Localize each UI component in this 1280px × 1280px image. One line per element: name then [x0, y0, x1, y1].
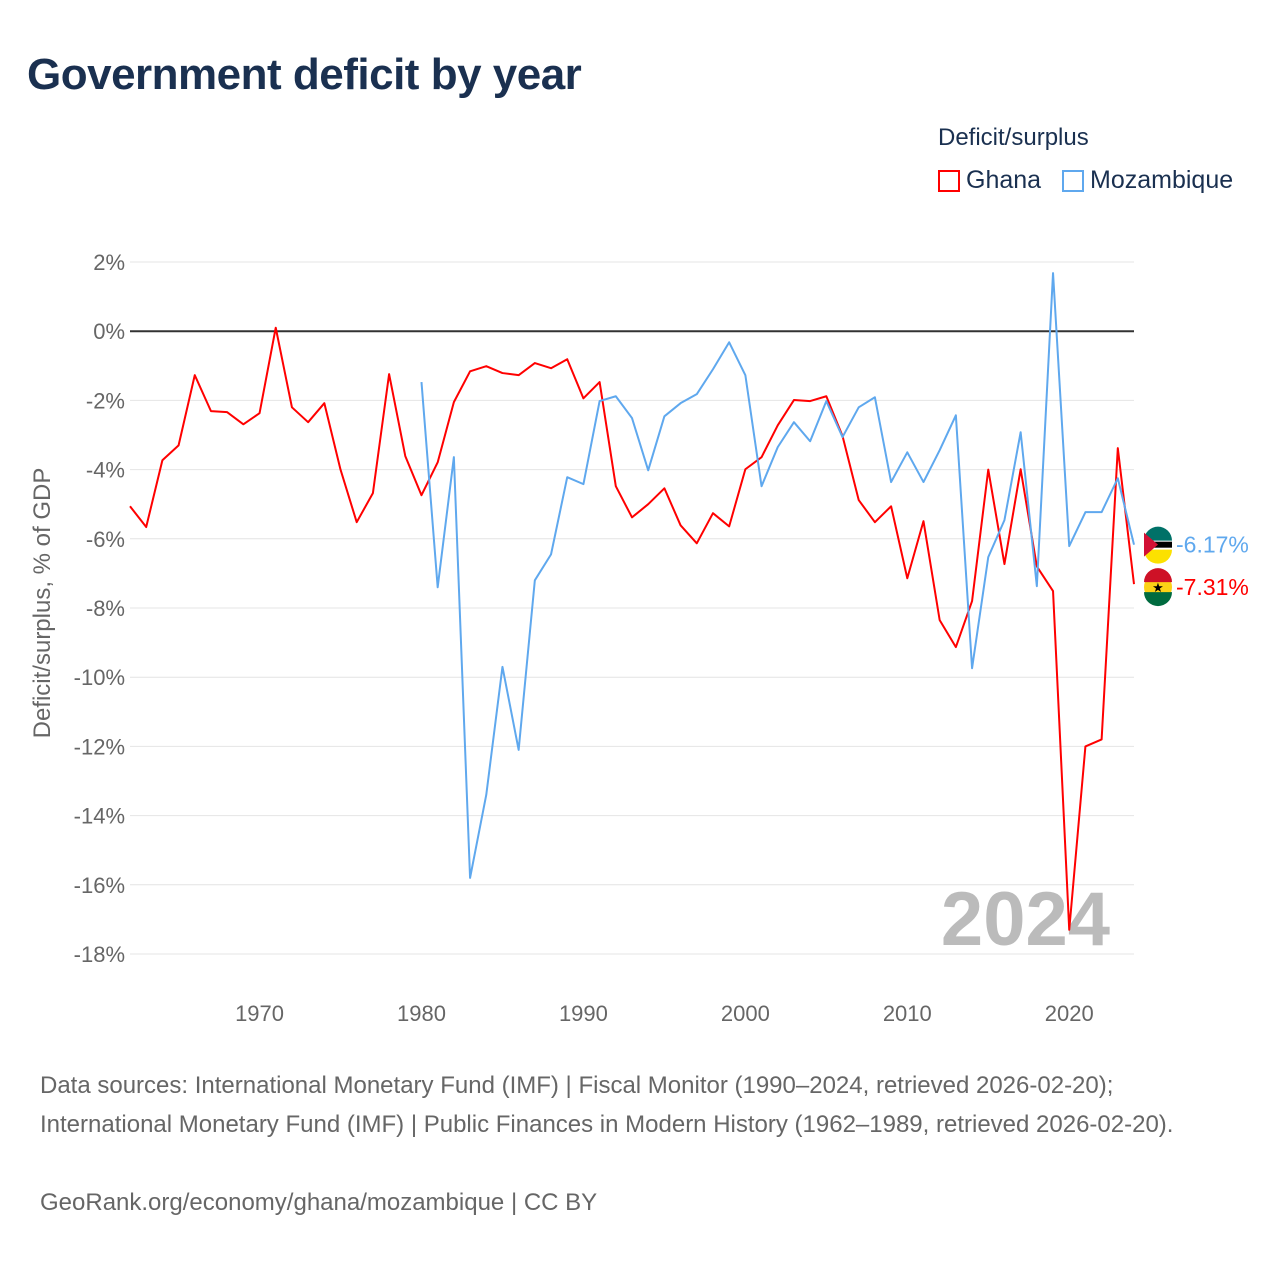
flag-icon-ghana: ★: [1144, 568, 1172, 607]
y-tick-label: -8%: [86, 596, 125, 621]
series-line-mozambique: [420, 272, 1135, 879]
legend-title: Deficit/surplus: [938, 124, 1089, 151]
y-tick-label: -10%: [74, 665, 125, 690]
y-tick-label: -4%: [86, 458, 125, 483]
series-line-ghana: [129, 326, 1135, 931]
x-tick-label: 1990: [559, 1001, 608, 1026]
x-tick-label: 2020: [1045, 1001, 1094, 1026]
y-tick-label: -18%: [74, 942, 125, 967]
y-tick-label: 0%: [93, 319, 125, 344]
end-value-label: -6.17%: [1176, 532, 1249, 558]
flag-band: [1144, 526, 1172, 541]
line-chart: 2% 0% -2% -4% -6% -8% -10% -12% -14% -16% -18% 1970…: [29, 250, 1249, 1026]
end-value-label: -7.31%: [1176, 574, 1249, 600]
flag-band: [1144, 592, 1172, 607]
data-sources: Data sources: International Monetary Fun…: [40, 1072, 1174, 1138]
y-tick-label: -6%: [86, 527, 125, 552]
y-axis-label: Deficit/surplus, % of GDP: [29, 468, 56, 739]
year-watermark: 2024: [941, 877, 1110, 962]
x-tick-label: 1980: [397, 1001, 446, 1026]
credit-link[interactable]: GeoRank.org/economy/ghana/mozambique | C…: [40, 1189, 598, 1216]
flag-band: [1144, 549, 1172, 564]
flag-band: [1144, 532, 1158, 557]
flag-band: [1144, 568, 1172, 583]
legend-item-ghana[interactable]: Ghana: [938, 166, 1041, 195]
y-tick-label: 2%: [93, 250, 125, 275]
legend-label: Ghana: [966, 166, 1042, 194]
y-tick-label: -14%: [74, 804, 125, 829]
x-tick-label: 1970: [235, 1001, 284, 1026]
y-tick-label: -2%: [86, 388, 125, 413]
legend-swatch-mozambique: [1062, 169, 1084, 192]
chart-title: Government deficit by year: [27, 50, 582, 99]
flag-icon-mozambique: [1144, 526, 1172, 564]
y-tick-label: -12%: [74, 734, 125, 759]
flag-star: ★: [1152, 580, 1164, 595]
x-tick-label: 2000: [721, 1001, 770, 1026]
y-tick-label: -16%: [74, 873, 125, 898]
x-tick-label: 2010: [883, 1001, 932, 1026]
legend-label: Mozambique: [1090, 166, 1234, 194]
legend-swatch-ghana: [938, 169, 960, 192]
legend-item-mozambique[interactable]: Mozambique: [1062, 166, 1233, 195]
